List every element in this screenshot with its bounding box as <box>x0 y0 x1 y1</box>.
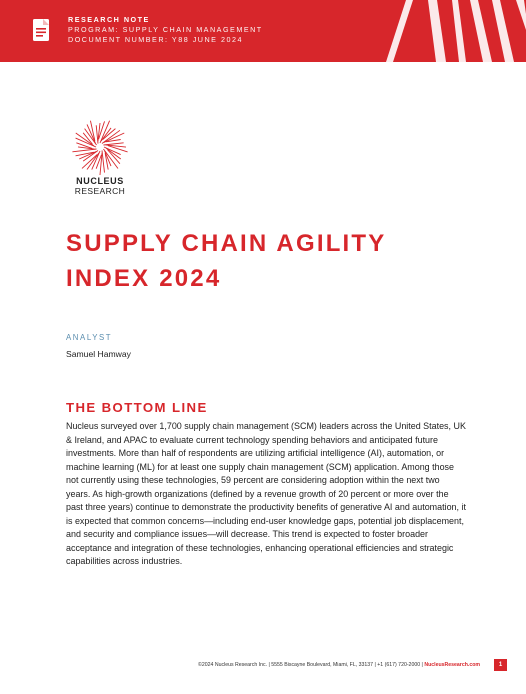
title-line-2: INDEX 2024 <box>66 265 222 292</box>
footer-contact-text: ©2024 Nucleus Research Inc. | 5555 Bisca… <box>198 662 425 668</box>
page-title: SUPPLY CHAIN AGILITY INDEX 2024 <box>66 226 486 296</box>
logo-subtitle: RESEARCH <box>74 186 126 196</box>
nucleus-burst-logo-icon <box>72 120 128 176</box>
report-header-band: RESEARCH NOTE PROGRAM: SUPPLY CHAIN MANA… <box>0 0 526 62</box>
bottom-line-paragraph: Nucleus surveyed over 1,700 supply chain… <box>66 421 466 566</box>
header-text-block: RESEARCH NOTE PROGRAM: SUPPLY CHAIN MANA… <box>68 15 263 45</box>
analyst-name: Samuel Hamway <box>66 349 131 359</box>
page-number-badge: 1 <box>494 659 507 671</box>
nucleus-research-logo: NUCLEUS RESEARCH <box>66 118 134 200</box>
analyst-label: ANALYST <box>66 333 113 342</box>
report-type-label: RESEARCH NOTE <box>68 15 150 24</box>
logo-wordmark: NUCLEUS <box>76 176 124 186</box>
program-label: PROGRAM: SUPPLY CHAIN MANAGEMENT <box>68 25 263 34</box>
decorative-stripes <box>386 0 526 62</box>
section-heading: THE BOTTOM LINE <box>66 400 208 415</box>
document-icon <box>33 19 49 41</box>
page-footer: ©2024 Nucleus Research Inc. | 5555 Bisca… <box>0 662 480 668</box>
document-number-label: DOCUMENT NUMBER: Y88 JUNE 2024 <box>68 35 243 44</box>
footer-website-link[interactable]: NucleusResearch.com <box>424 662 480 668</box>
title-line-1: SUPPLY CHAIN AGILITY <box>66 230 387 257</box>
